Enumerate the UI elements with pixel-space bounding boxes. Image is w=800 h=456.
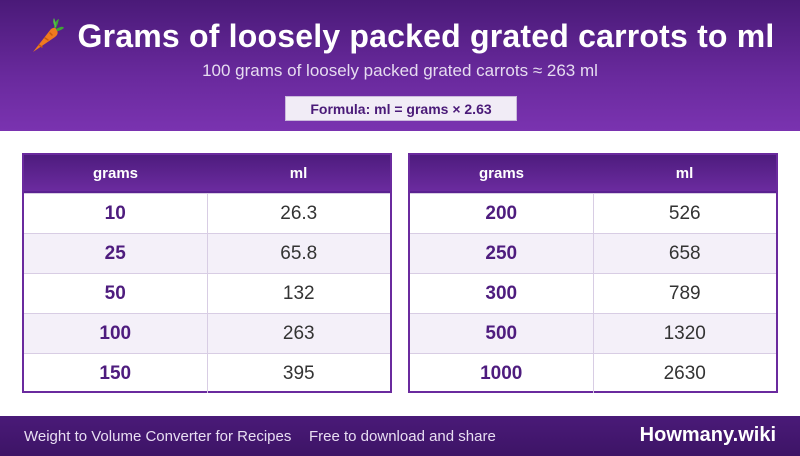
- footer-bar: Weight to Volume Converter for Recipes F…: [0, 416, 800, 456]
- title-row: Grams of loosely packed grated carrots t…: [0, 14, 800, 58]
- ml-cell: 1320: [663, 322, 706, 344]
- grams-cell: 10: [24, 194, 208, 233]
- site-brand-link[interactable]: Howmany.wiki: [639, 424, 776, 446]
- table-row: 100 263: [24, 313, 390, 353]
- table-row: 150 395: [24, 353, 390, 393]
- table-row: 10 26.3: [24, 193, 390, 233]
- footer-tagline: Weight to Volume Converter for Recipes: [24, 428, 292, 445]
- ml-cell: 395: [282, 362, 315, 384]
- table-row: 300 789: [410, 273, 776, 313]
- column-header-ml: ml: [675, 164, 694, 182]
- table-header-row: grams ml: [410, 155, 776, 193]
- header-banner: Grams of loosely packed grated carrots t…: [0, 0, 800, 131]
- table-header-row: grams ml: [24, 155, 390, 193]
- ml-cell: 26.3: [280, 202, 318, 224]
- ml-cell: 2630: [663, 362, 706, 384]
- formula-badge: Formula: ml = grams × 2.63: [285, 96, 517, 121]
- grams-cell: 25: [24, 234, 208, 273]
- ml-cell: 263: [282, 322, 315, 344]
- grams-cell: 150: [24, 354, 208, 393]
- page-title: Grams of loosely packed grated carrots t…: [77, 17, 775, 54]
- conversion-table-right: grams ml 200 526 250 658 300 789 500 132…: [408, 153, 778, 393]
- table-row: 50 132: [24, 273, 390, 313]
- grams-cell: 250: [410, 234, 594, 273]
- ml-cell: 658: [668, 242, 701, 264]
- column-header-grams: grams: [92, 164, 139, 182]
- table-row: 25 65.8: [24, 233, 390, 273]
- table-row: 1000 2630: [410, 353, 776, 393]
- table-row: 500 1320: [410, 313, 776, 353]
- grams-cell: 200: [410, 194, 594, 233]
- grams-cell: 300: [410, 274, 594, 313]
- ml-cell: 789: [668, 282, 701, 304]
- grams-cell: 1000: [410, 354, 594, 393]
- column-header-ml: ml: [289, 164, 308, 182]
- grams-cell: 50: [24, 274, 208, 313]
- table-row: 250 658: [410, 233, 776, 273]
- carrot-icon: [33, 18, 65, 52]
- ml-cell: 526: [668, 202, 701, 224]
- ml-cell: 132: [282, 282, 315, 304]
- page-subtitle: 100 grams of loosely packed grated carro…: [202, 61, 598, 80]
- footer-note: Free to download and share: [309, 428, 496, 445]
- table-row: 200 526: [410, 193, 776, 233]
- grams-cell: 100: [24, 314, 208, 353]
- column-header-grams: grams: [478, 164, 525, 182]
- ml-cell: 65.8: [280, 242, 318, 264]
- conversion-table-left: grams ml 10 26.3 25 65.8 50 132 100 263 …: [22, 153, 392, 393]
- grams-cell: 500: [410, 314, 594, 353]
